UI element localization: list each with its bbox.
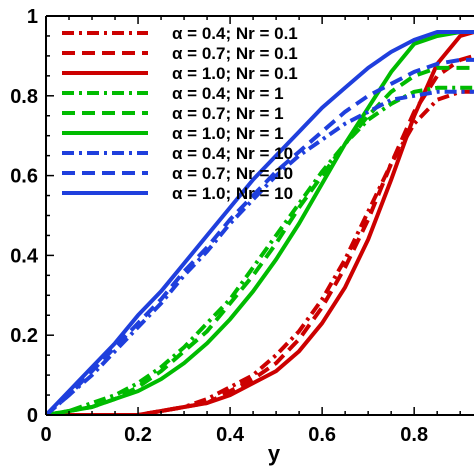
legend-label-3: α = 1.0; Nr = 0.1 bbox=[172, 64, 298, 83]
legend-label-5: α = 0.7; Nr = 1 bbox=[172, 104, 284, 123]
y-tick-label: 0.8 bbox=[10, 86, 38, 108]
legend-label-4: α = 0.4; Nr = 1 bbox=[172, 84, 284, 103]
series-layer bbox=[46, 30, 474, 415]
x-tick-label: 0 bbox=[40, 424, 51, 446]
series-line-5 bbox=[46, 65, 474, 415]
series-line-4 bbox=[46, 85, 474, 415]
legend-label-2: α = 0.7; Nr = 0.1 bbox=[172, 44, 298, 63]
series-line-3 bbox=[46, 30, 474, 415]
series-line-8 bbox=[46, 57, 474, 415]
series-line-6 bbox=[46, 30, 474, 415]
legend-label-6: α = 1.0; Nr = 1 bbox=[172, 124, 284, 143]
series-line-2 bbox=[46, 53, 474, 415]
legend: α = 0.4; Nr = 0.1α = 0.7; Nr = 0.1α = 1.… bbox=[62, 24, 298, 203]
x-tick-label: 0.4 bbox=[216, 424, 245, 446]
legend-label-9: α = 1.0; Nr = 10 bbox=[172, 184, 293, 203]
x-tick-label: 0.6 bbox=[308, 424, 336, 446]
y-tick-label: 0.6 bbox=[10, 166, 38, 188]
x-axis-title: y bbox=[268, 441, 281, 466]
legend-label-7: α = 0.4; Nr = 10 bbox=[172, 144, 293, 163]
y-tick-label: 0.2 bbox=[10, 325, 38, 347]
x-tick-label: 0.8 bbox=[400, 424, 428, 446]
y-tick-label: 1 bbox=[27, 6, 38, 28]
axes-layer: 0 0.2 0.4 0.6 0.8 0 0.2 0.4 0.6 0.8 1 bbox=[10, 6, 474, 446]
series-line-9 bbox=[46, 30, 474, 415]
legend-label-1: α = 0.4; Nr = 0.1 bbox=[172, 24, 298, 43]
legend-label-8: α = 0.7; Nr = 10 bbox=[172, 164, 293, 183]
y-tick-label: 0.4 bbox=[10, 245, 39, 267]
y-tick-label: 0 bbox=[27, 405, 38, 427]
x-tick-label: 0.2 bbox=[124, 424, 152, 446]
